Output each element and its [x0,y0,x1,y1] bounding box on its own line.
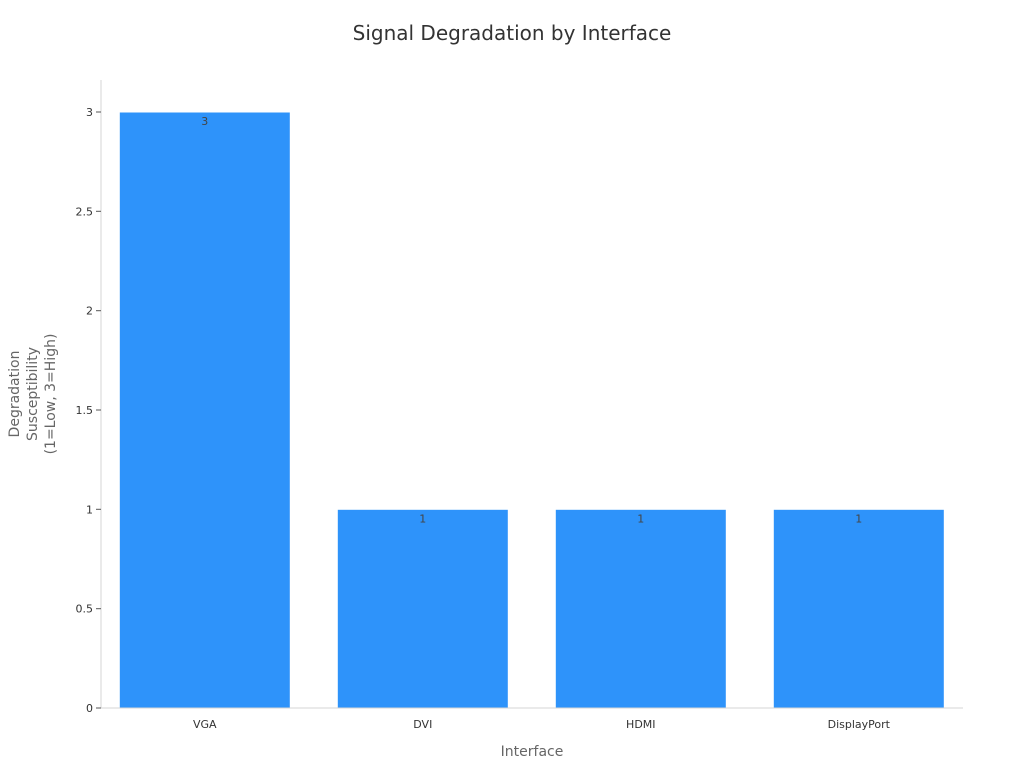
x-tick-label-displayport: DisplayPort [828,718,891,731]
x-tick-label-dvi: DVI [413,718,432,731]
data-label-hdmi: 1 [637,512,644,525]
y-axis-title-line-3: (1=Low, 3=High) [43,334,59,455]
x-axis-ticks: VGA DVI HDMI DisplayPort [193,718,891,731]
y-axis-title-line-2: Susceptibility [25,347,41,441]
y-axis-ticks: 0 0.5 1 1.5 2 2.5 3 [76,106,101,715]
y-tick-label: 1 [86,503,93,516]
data-label-displayport: 1 [855,512,862,525]
y-axis-title: Degradation Susceptibility (1=Low, 3=Hig… [7,334,59,455]
y-tick-label: 3 [86,106,93,119]
y-tick-label: 1.5 [76,404,94,417]
bar-displayport [772,508,945,709]
x-axis-title: Interface [501,744,564,760]
chart-title: Signal Degradation by Interface [353,21,672,45]
y-tick-label: 0.5 [76,603,94,616]
y-tick-label: 0 [86,702,93,715]
data-label-dvi: 1 [419,512,426,525]
bar-dvi [336,508,509,709]
data-labels: 3 1 1 1 [201,115,862,525]
y-axis-title-line-1: Degradation [7,351,23,438]
y-tick-label: 2 [86,305,93,318]
bar-hdmi [554,508,727,709]
data-label-vga: 3 [201,115,208,128]
bar-series [118,111,945,709]
x-tick-label-hdmi: HDMI [626,718,655,731]
y-tick-label: 2.5 [76,205,94,218]
bar-vga [118,111,291,709]
x-tick-label-vga: VGA [193,718,217,731]
